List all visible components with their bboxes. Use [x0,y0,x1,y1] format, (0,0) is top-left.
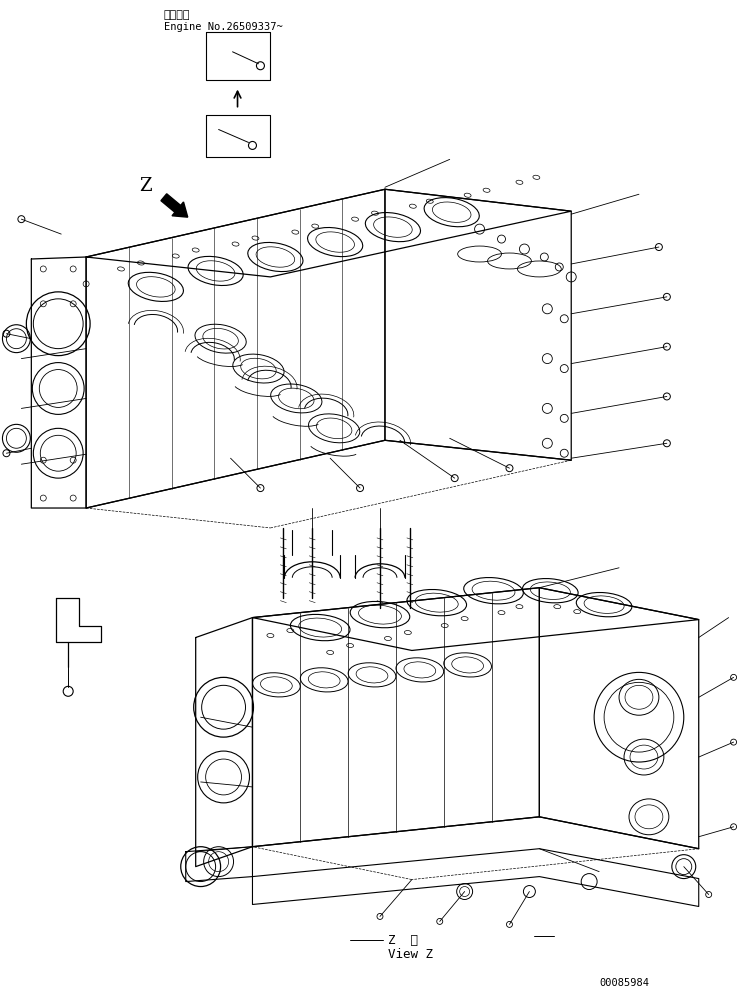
Text: Z  視: Z 視 [388,935,418,947]
Text: View Z: View Z [388,948,433,961]
Text: Engine No.26509337~: Engine No.26509337~ [164,22,282,32]
Text: 適用号機: 適用号機 [164,10,190,20]
Text: Z: Z [139,177,152,195]
Text: 00085984: 00085984 [599,978,649,988]
FancyArrow shape [161,194,187,217]
